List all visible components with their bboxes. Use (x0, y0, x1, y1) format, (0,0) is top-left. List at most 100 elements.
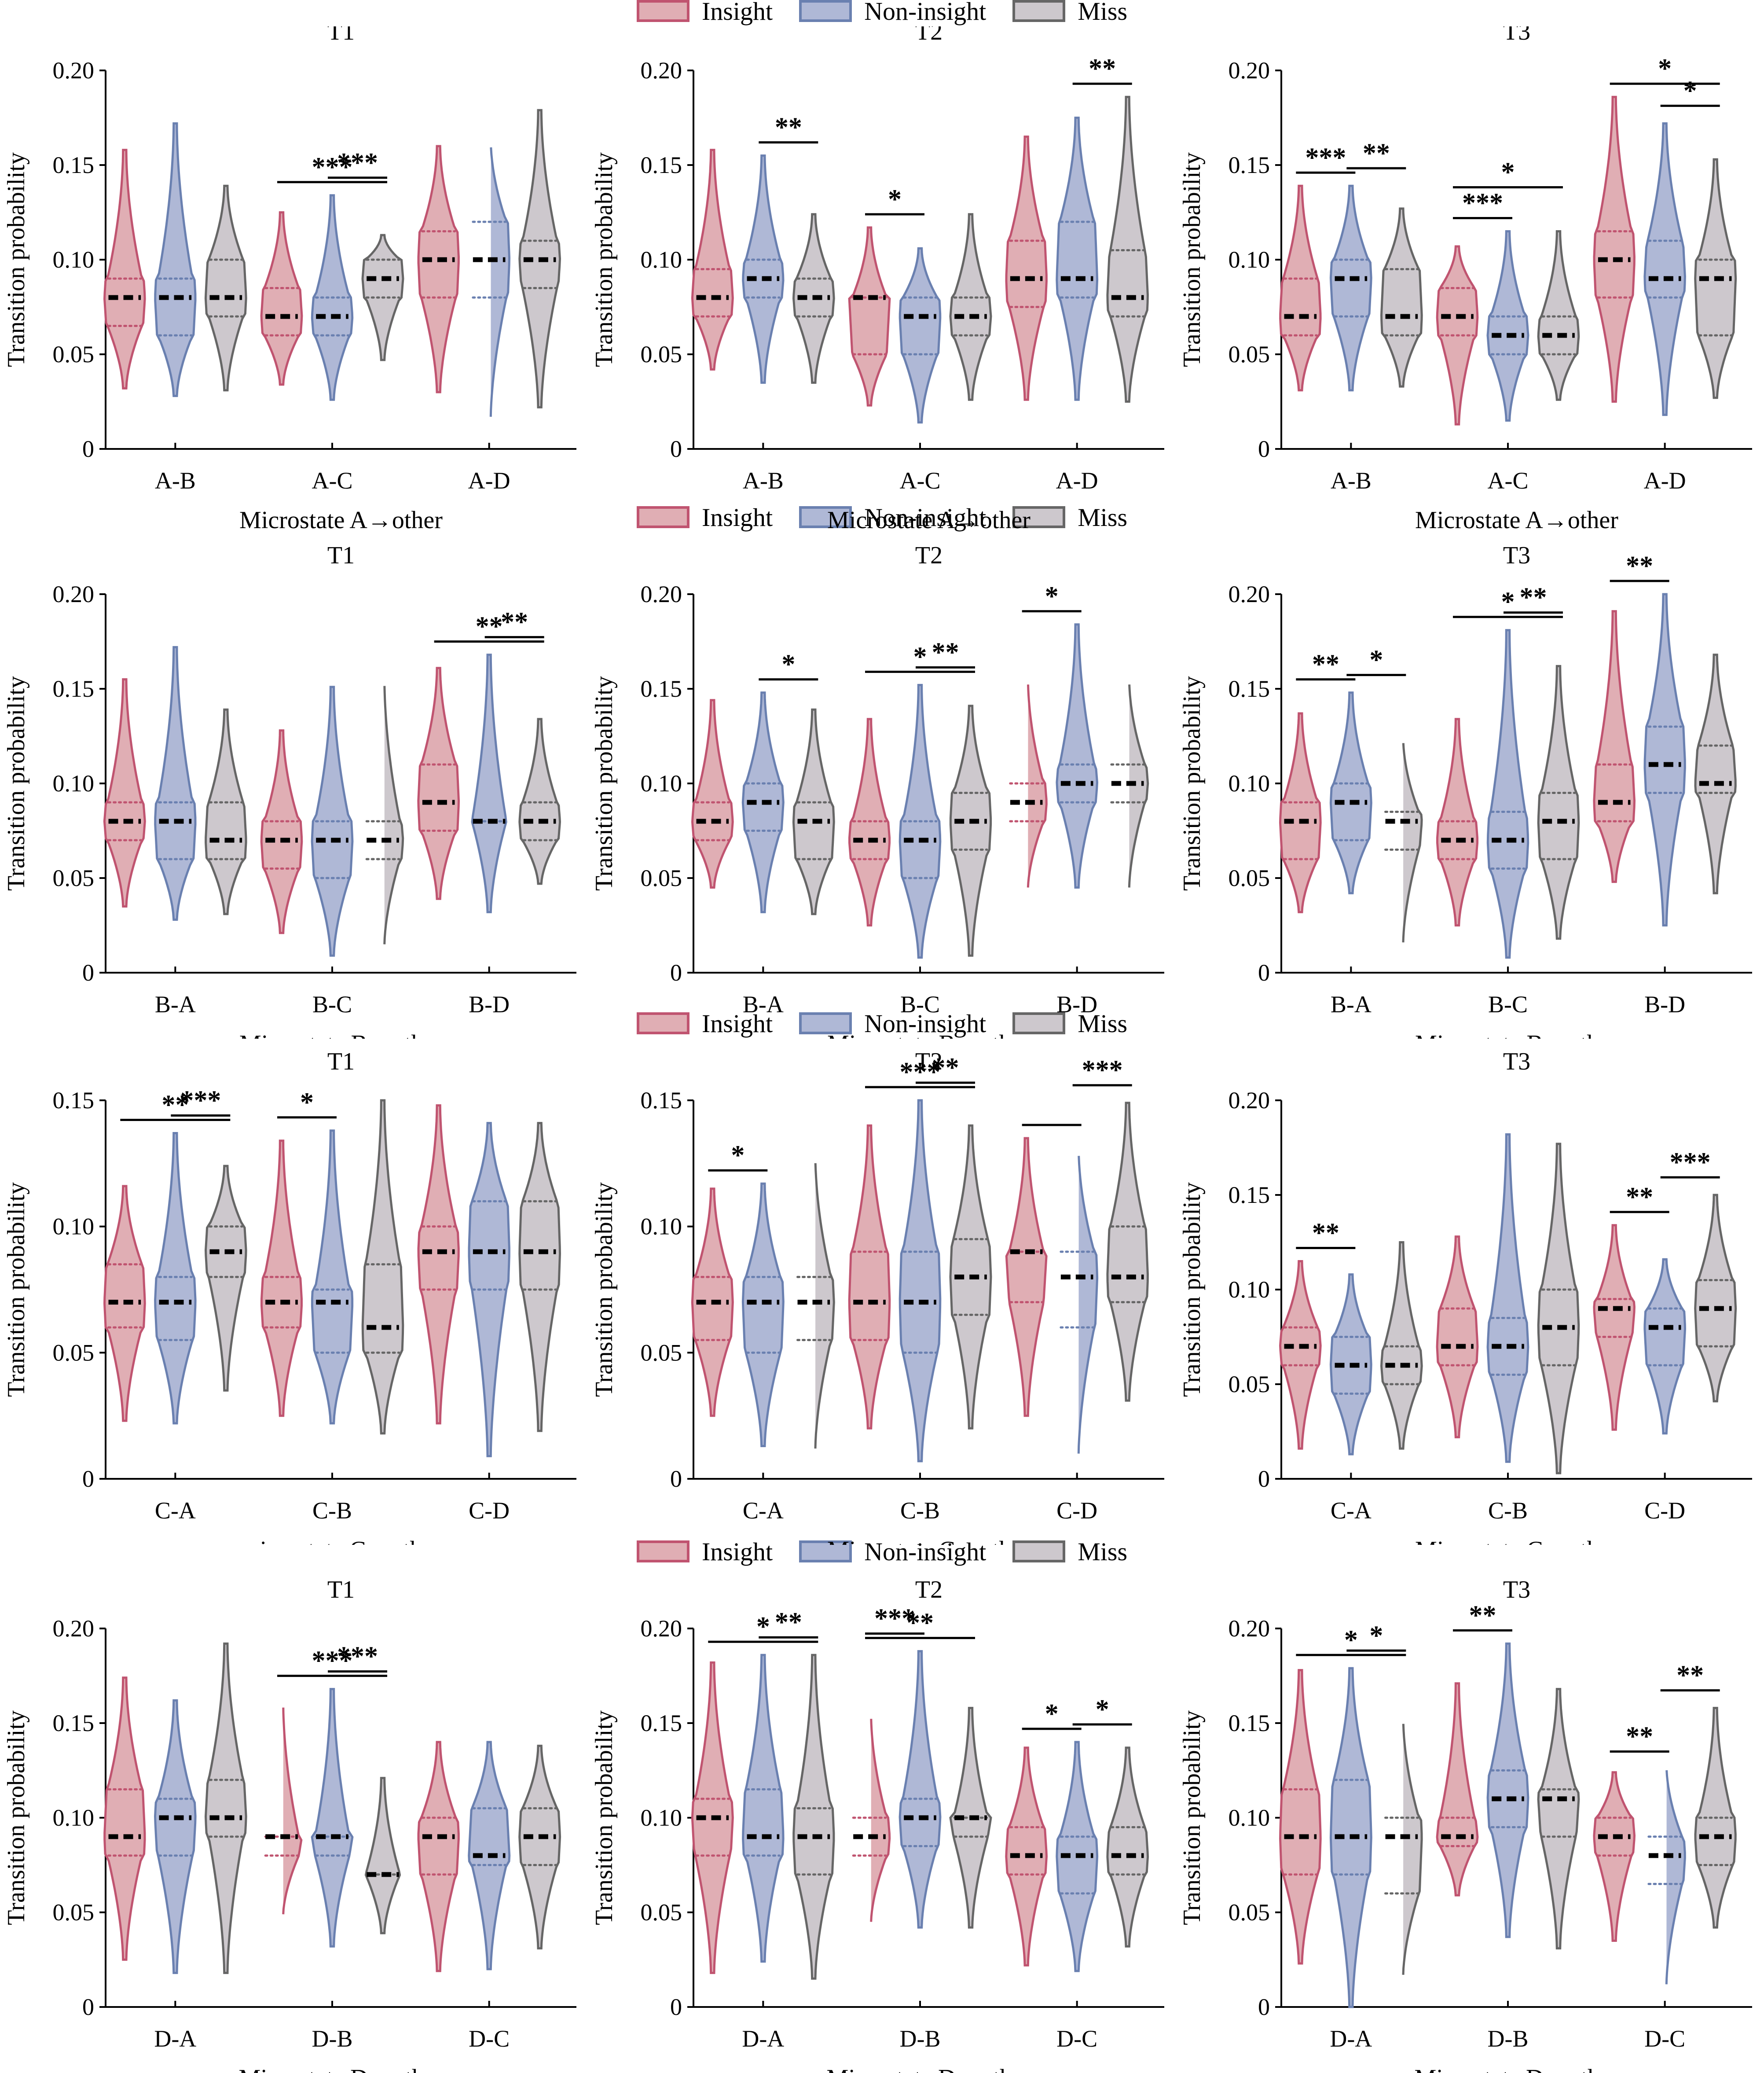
y-tick-label: 0.15 (53, 1087, 95, 1114)
y-tick-label: 0.20 (53, 581, 95, 607)
insight-swatch-icon (636, 506, 689, 528)
violin-chart-svg: T2 0 0.05 0.10 0.15 0.20 Transition probabilit… (590, 26, 1164, 533)
panel-title: T1 (327, 26, 355, 45)
y-tick-label: 0.15 (641, 676, 682, 702)
y-tick-label: 0 (82, 1994, 94, 2020)
y-tick-label: 0.20 (1229, 1615, 1270, 1642)
x-tick-label: A-D (1644, 467, 1686, 494)
y-tick-label: 0.20 (1229, 57, 1270, 84)
significance-label: *** (337, 1642, 378, 1672)
violin-non-insight (742, 154, 785, 384)
violin-non-insight (311, 1129, 354, 1425)
x-tick-label: D-C (1056, 2025, 1097, 2052)
violin-chart-svg: T2 0 0.05 0.10 0.15 0.20 Transition probabilit… (590, 1576, 1164, 2073)
violin-non-insight (1329, 691, 1372, 894)
x-axis-label: Microstate B→other (239, 1030, 443, 1039)
y-axis-label: Transition probability (3, 152, 30, 367)
violin-miss (361, 1099, 404, 1435)
violin-non-insight (1643, 122, 1686, 416)
violin-non-insight (154, 646, 197, 921)
x-axis-label: Microstate A→other (239, 507, 443, 533)
significance-label: *** (337, 148, 378, 178)
y-axis-label: Transition probability (590, 676, 618, 891)
x-tick-label: C-B (1488, 1497, 1528, 1524)
violin-insight (417, 1104, 460, 1425)
miss-swatch-icon (1012, 0, 1066, 22)
miss-swatch-icon (1012, 1540, 1066, 1562)
significance-label: * (1658, 54, 1672, 84)
violin-chart-svg: T3 0 0.05 0.10 0.15 0.20 Transition probabilit… (1178, 542, 1752, 1039)
significance-label: * (781, 650, 795, 680)
x-tick-label: C-B (900, 1497, 940, 1524)
violin-non-insight (154, 1132, 197, 1425)
x-axis-label: Microstate B→other (827, 1030, 1031, 1039)
panel-title: T3 (1503, 542, 1530, 569)
violin-non-insight (1486, 1133, 1529, 1463)
violin-panel: T1 0 0.05 0.10 0.15 0.20 Transition probabilit… (0, 1567, 588, 2073)
significance-label: ** (1089, 54, 1116, 84)
x-axis-label: microstate C→other (241, 1536, 441, 1545)
y-tick-label: 0.10 (641, 1805, 682, 1831)
violin-non-insight (742, 1654, 785, 1963)
y-axis-label: Transition probability (590, 1182, 618, 1397)
violin-miss (1128, 684, 1149, 888)
violin-chart-svg: T1 0 0.05 0.10 0.15 Transition probability C-A… (3, 1048, 576, 1545)
violin-non-insight (471, 654, 507, 913)
violin-insight (417, 667, 460, 900)
y-tick-label: 0.05 (641, 865, 682, 891)
violin-insight (848, 1124, 891, 1430)
significance-label: ** (1363, 138, 1390, 168)
y-axis-label: Transition probability (590, 1710, 618, 1925)
y-tick-label: 0.05 (53, 1339, 95, 1366)
violin-panel: T1 0 0.05 0.10 0.15 Transition probability C-A… (0, 1039, 588, 1545)
violin-miss (383, 686, 404, 945)
x-tick-label: A-C (900, 467, 941, 494)
significance-label: *** (1305, 143, 1346, 173)
y-tick-label: 0.15 (53, 676, 95, 702)
panel-title: T1 (327, 542, 355, 569)
x-tick-label: B-D (469, 991, 510, 1018)
significance-label: * (300, 1088, 314, 1117)
x-tick-label: C-B (312, 1497, 352, 1524)
violin-panel: T1 0 0.05 0.10 0.15 0.20 Transition probabilit… (0, 26, 588, 533)
significance-label: ** (1626, 1182, 1653, 1212)
y-tick-label: 0.15 (1229, 676, 1270, 702)
y-tick-label: 0.10 (1229, 246, 1270, 273)
y-tick-label: 0.10 (641, 1213, 682, 1240)
x-tick-label: B-A (1331, 991, 1372, 1018)
significance-label: * (1096, 1694, 1109, 1724)
y-tick-label: 0.10 (53, 1805, 95, 1831)
x-axis-label: Microstate C→other (827, 1536, 1031, 1545)
y-tick-label: 0.15 (641, 1087, 682, 1114)
violin-miss (518, 1745, 561, 1950)
y-tick-label: 0.15 (53, 152, 95, 178)
x-axis-label: Microstate D→other (1415, 2065, 1619, 2073)
y-tick-label: 0.15 (1229, 1710, 1270, 1736)
x-axis-label: Microstate D→other (239, 2065, 444, 2073)
y-tick-label: 0.05 (641, 1899, 682, 1926)
y-tick-label: 0 (82, 1466, 94, 1492)
violin-insight (870, 1719, 891, 1922)
x-tick-label: D-A (742, 2025, 784, 2052)
y-axis-label: Transition probability (1178, 152, 1206, 367)
violin-non-insight (1486, 1642, 1529, 1938)
x-axis-label: Microstate C→other (1415, 1536, 1618, 1545)
legend-item-insight: Insight (636, 1537, 773, 1566)
violin-non-insight (1643, 593, 1686, 926)
violin-insight (260, 729, 303, 934)
significance-label: *** (180, 1086, 221, 1116)
violin-chart-svg: T3 0 0.05 0.10 0.15 0.20 Transition probabilit… (1178, 26, 1752, 533)
violin-insight (1436, 1235, 1479, 1438)
y-tick-label: 0.05 (1229, 1371, 1270, 1397)
y-tick-label: 0.10 (53, 770, 95, 797)
violin-insight (848, 226, 891, 407)
panel-title: T2 (915, 542, 943, 569)
significance-label: *** (874, 1604, 915, 1634)
y-tick-label: 0 (1258, 1466, 1270, 1492)
significance-label: ** (932, 1053, 959, 1083)
violin-non-insight (1056, 117, 1099, 401)
y-tick-label: 0.15 (641, 1710, 682, 1736)
y-axis-label: Transition probability (1178, 676, 1206, 891)
legend-item-miss: Miss (1012, 1009, 1127, 1038)
significance-label: ** (775, 1607, 802, 1637)
